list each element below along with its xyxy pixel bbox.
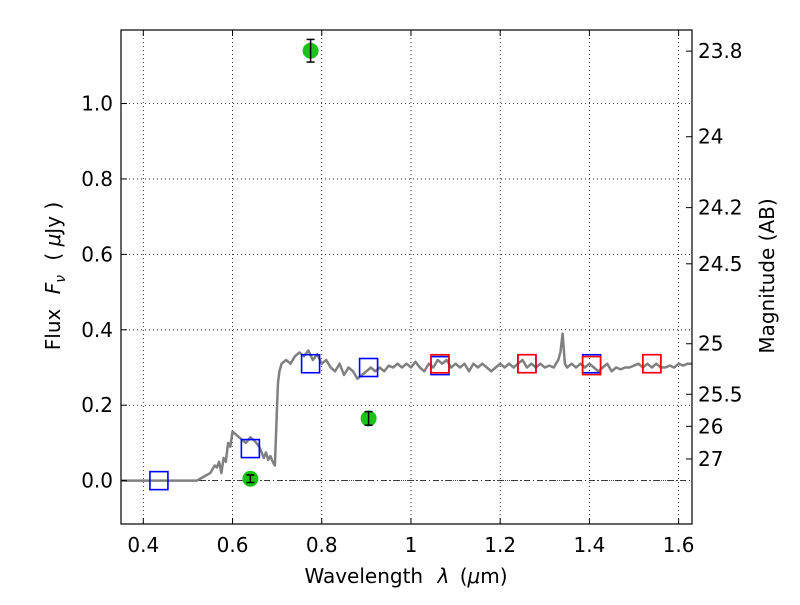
y-axis-label-word: Flux xyxy=(41,308,65,350)
x-axis-label-symbol: λ xyxy=(436,564,449,588)
x-tick-label: 1.4 xyxy=(573,533,605,557)
x-tick-label: 1 xyxy=(405,533,418,557)
x-axis-label-word: Wavelength xyxy=(304,564,423,588)
x-tick-label: 1.2 xyxy=(484,533,516,557)
model-photometry-square xyxy=(240,438,261,459)
y-axis-label-unit-rest: Jy ) xyxy=(41,202,65,236)
y2-tick-label: 25.5 xyxy=(698,382,743,406)
y2-tick-label: 24.2 xyxy=(698,196,743,220)
x-tick-label: 1.6 xyxy=(663,533,695,557)
x-tick-label: 0.4 xyxy=(127,533,159,557)
model-photometry-square xyxy=(358,357,379,378)
y-axis-label-sub: ν xyxy=(53,275,69,283)
y2-tick-label: 27 xyxy=(698,447,723,471)
model-spectrum-line xyxy=(121,332,692,482)
x-axis-label: Wavelength λ (μm) xyxy=(304,564,507,588)
x-axis-label-unit-open: ( xyxy=(460,564,468,588)
plot-series xyxy=(121,38,692,491)
x-axis-label-unit-mu: μ xyxy=(467,564,481,588)
x-axis-label-unit-rest: m) xyxy=(480,564,507,588)
y2-tick-label: 25 xyxy=(698,332,723,356)
y2-axis-label: Magnitude (AB) xyxy=(755,198,779,353)
y-tick-label: 0.0 xyxy=(81,469,113,493)
x-tick-label: 0.6 xyxy=(217,533,249,557)
grid-lines xyxy=(121,30,692,524)
y-axis-label-unit-mu: μ xyxy=(41,234,65,248)
y2-tick-label: 23.8 xyxy=(698,39,743,63)
y-tick-label: 0.2 xyxy=(81,393,113,417)
model-photometry-square-red xyxy=(430,353,450,374)
y-tick-label: 0.8 xyxy=(81,167,113,191)
model-photometry-square-red xyxy=(642,353,662,374)
y-axis-ticks: 0.0 0.2 0.4 0.6 0.8 1.0 xyxy=(81,92,127,493)
y-axis-label-symbol: F xyxy=(41,282,65,294)
x-axis-ticks: 0.4 0.6 0.8 1 1.2 1.4 1.6 xyxy=(127,30,695,557)
y2-axis-ticks: 23.8 24 24.2 24.5 25 25.5 26 27 xyxy=(686,39,743,471)
y-tick-label: 0.6 xyxy=(81,242,113,266)
model-photometry-square-red xyxy=(581,355,602,376)
y-tick-label: 1.0 xyxy=(81,92,113,116)
x-tick-label: 0.8 xyxy=(306,533,338,557)
y2-tick-label: 26 xyxy=(698,414,723,438)
plot-frame xyxy=(120,29,693,525)
y-tick-label: 0.4 xyxy=(81,318,113,342)
model-photometry-square-red xyxy=(517,353,537,374)
y-axis-label-unit-open: ( xyxy=(41,253,65,261)
model-photometry-square xyxy=(149,470,169,491)
model-photometry-square xyxy=(300,353,321,374)
y2-tick-label: 24.5 xyxy=(698,252,743,276)
y2-tick-label: 24 xyxy=(698,125,723,149)
y-axis-label: Flux Fν ( μJy ) xyxy=(41,202,70,350)
